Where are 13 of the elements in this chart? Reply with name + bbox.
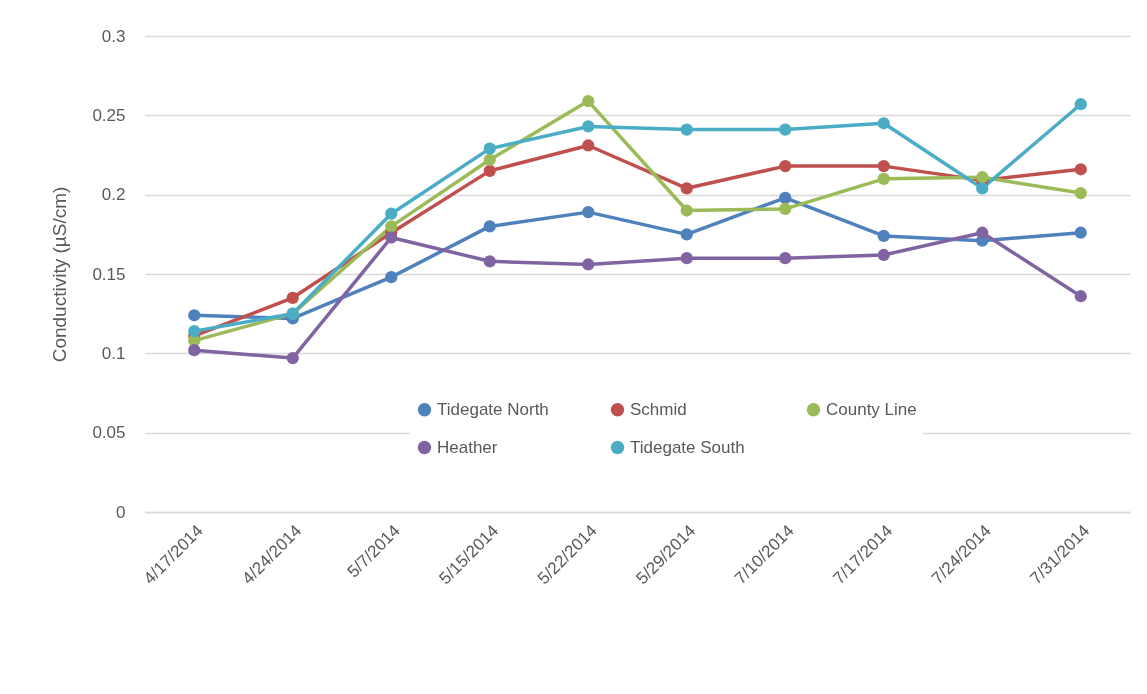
y-tick-label: 0.15	[92, 264, 126, 284]
legend-label: Tidegate North	[437, 399, 549, 419]
legend-label: Tidegate South	[630, 437, 745, 457]
legend-label: County Line	[826, 399, 917, 419]
y-tick-label: 0.1	[101, 343, 126, 363]
y-tick-label: 0.2	[101, 185, 126, 205]
legend-label: Schmid	[630, 399, 687, 419]
y-tick-label: 0	[116, 502, 126, 522]
y-tick-label: 0.05	[92, 423, 126, 443]
y-axis-title: Conductivity (µS/cm)	[49, 186, 71, 363]
legend-label: Heather	[437, 437, 498, 457]
y-tick-label: 0.25	[92, 105, 126, 125]
y-tick-label: 0.3	[101, 26, 126, 46]
